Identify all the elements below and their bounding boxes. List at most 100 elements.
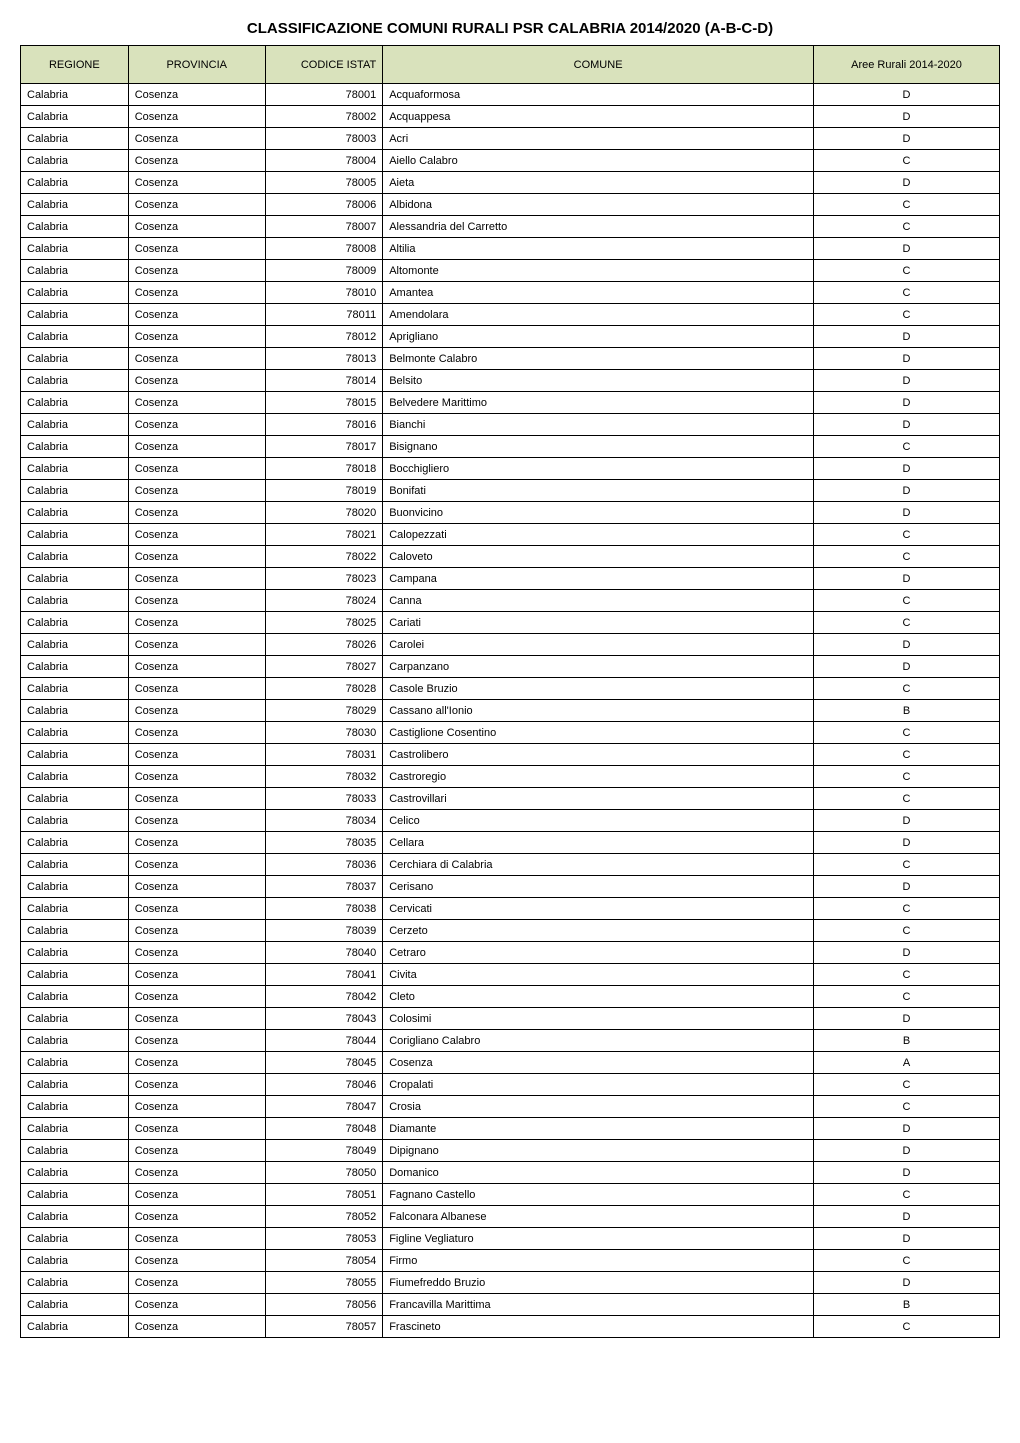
cell-regione: Calabria xyxy=(21,854,129,876)
table-row: CalabriaCosenza78057FrascinetoC xyxy=(21,1316,1000,1338)
cell-regione: Calabria xyxy=(21,260,129,282)
table-row: CalabriaCosenza78053Figline VegliaturoD xyxy=(21,1228,1000,1250)
cell-comune: Castrovillari xyxy=(383,788,814,810)
cell-regione: Calabria xyxy=(21,392,129,414)
cell-provincia: Cosenza xyxy=(128,876,265,898)
cell-codice: 78012 xyxy=(265,326,382,348)
table-row: CalabriaCosenza78013Belmonte CalabroD xyxy=(21,348,1000,370)
cell-codice: 78001 xyxy=(265,84,382,106)
cell-provincia: Cosenza xyxy=(128,612,265,634)
cell-provincia: Cosenza xyxy=(128,766,265,788)
cell-comune: Colosimi xyxy=(383,1008,814,1030)
cell-codice: 78026 xyxy=(265,634,382,656)
cell-comune: Altilia xyxy=(383,238,814,260)
cell-regione: Calabria xyxy=(21,326,129,348)
table-row: CalabriaCosenza78009AltomonteC xyxy=(21,260,1000,282)
table-row: CalabriaCosenza78043ColosimiD xyxy=(21,1008,1000,1030)
cell-aree: C xyxy=(813,788,999,810)
cell-codice: 78016 xyxy=(265,414,382,436)
cell-regione: Calabria xyxy=(21,84,129,106)
cell-comune: Amantea xyxy=(383,282,814,304)
table-row: CalabriaCosenza78046CropalatiC xyxy=(21,1074,1000,1096)
cell-provincia: Cosenza xyxy=(128,678,265,700)
cell-regione: Calabria xyxy=(21,414,129,436)
cell-aree: C xyxy=(813,964,999,986)
cell-provincia: Cosenza xyxy=(128,656,265,678)
table-row: CalabriaCosenza78008AltiliaD xyxy=(21,238,1000,260)
cell-regione: Calabria xyxy=(21,766,129,788)
cell-provincia: Cosenza xyxy=(128,810,265,832)
cell-regione: Calabria xyxy=(21,568,129,590)
cell-provincia: Cosenza xyxy=(128,260,265,282)
cell-provincia: Cosenza xyxy=(128,1162,265,1184)
cell-aree: D xyxy=(813,942,999,964)
cell-comune: Acquaformosa xyxy=(383,84,814,106)
cell-regione: Calabria xyxy=(21,546,129,568)
table-row: CalabriaCosenza78038CervicatiC xyxy=(21,898,1000,920)
cell-regione: Calabria xyxy=(21,1294,129,1316)
cell-regione: Calabria xyxy=(21,898,129,920)
cell-comune: Acquappesa xyxy=(383,106,814,128)
cell-comune: Casole Bruzio xyxy=(383,678,814,700)
cell-regione: Calabria xyxy=(21,1272,129,1294)
cell-provincia: Cosenza xyxy=(128,700,265,722)
cell-comune: Cetraro xyxy=(383,942,814,964)
cell-regione: Calabria xyxy=(21,348,129,370)
cell-comune: Bianchi xyxy=(383,414,814,436)
cell-codice: 78045 xyxy=(265,1052,382,1074)
table-row: CalabriaCosenza78024CannaC xyxy=(21,590,1000,612)
cell-provincia: Cosenza xyxy=(128,1052,265,1074)
table-row: CalabriaCosenza78007Alessandria del Carr… xyxy=(21,216,1000,238)
cell-aree: B xyxy=(813,1030,999,1052)
cell-codice: 78056 xyxy=(265,1294,382,1316)
cell-codice: 78022 xyxy=(265,546,382,568)
table-header-row: REGIONE PROVINCIA CODICE ISTAT COMUNE Ar… xyxy=(21,46,1000,84)
cell-comune: Aieta xyxy=(383,172,814,194)
table-row: CalabriaCosenza78030Castiglione Cosentin… xyxy=(21,722,1000,744)
cell-provincia: Cosenza xyxy=(128,832,265,854)
cell-aree: C xyxy=(813,1074,999,1096)
cell-codice: 78018 xyxy=(265,458,382,480)
cell-regione: Calabria xyxy=(21,172,129,194)
table-row: CalabriaCosenza78022CalovetoC xyxy=(21,546,1000,568)
cell-comune: Calopezzati xyxy=(383,524,814,546)
cell-regione: Calabria xyxy=(21,1008,129,1030)
table-row: CalabriaCosenza78031CastroliberoC xyxy=(21,744,1000,766)
cell-aree: C xyxy=(813,920,999,942)
cell-regione: Calabria xyxy=(21,1074,129,1096)
cell-comune: Corigliano Calabro xyxy=(383,1030,814,1052)
cell-regione: Calabria xyxy=(21,612,129,634)
cell-aree: D xyxy=(813,326,999,348)
cell-comune: Dipignano xyxy=(383,1140,814,1162)
cell-comune: Aiello Calabro xyxy=(383,150,814,172)
cell-provincia: Cosenza xyxy=(128,238,265,260)
table-row: CalabriaCosenza78011AmendolaraC xyxy=(21,304,1000,326)
cell-aree: C xyxy=(813,150,999,172)
cell-regione: Calabria xyxy=(21,964,129,986)
cell-aree: D xyxy=(813,832,999,854)
cell-provincia: Cosenza xyxy=(128,370,265,392)
cell-comune: Cellara xyxy=(383,832,814,854)
cell-codice: 78033 xyxy=(265,788,382,810)
table-row: CalabriaCosenza78027CarpanzanoD xyxy=(21,656,1000,678)
table-row: CalabriaCosenza78042CletoC xyxy=(21,986,1000,1008)
table-row: CalabriaCosenza78028Casole BruzioC xyxy=(21,678,1000,700)
cell-comune: Cervicati xyxy=(383,898,814,920)
cell-codice: 78039 xyxy=(265,920,382,942)
table-row: CalabriaCosenza78012ApriglianoD xyxy=(21,326,1000,348)
cell-codice: 78027 xyxy=(265,656,382,678)
cell-comune: Acri xyxy=(383,128,814,150)
cell-provincia: Cosenza xyxy=(128,150,265,172)
cell-comune: Belmonte Calabro xyxy=(383,348,814,370)
cell-codice: 78042 xyxy=(265,986,382,1008)
cell-provincia: Cosenza xyxy=(128,634,265,656)
cell-codice: 78043 xyxy=(265,1008,382,1030)
cell-provincia: Cosenza xyxy=(128,502,265,524)
cell-regione: Calabria xyxy=(21,150,129,172)
cell-regione: Calabria xyxy=(21,1118,129,1140)
cell-provincia: Cosenza xyxy=(128,480,265,502)
table-row: CalabriaCosenza78002AcquappesaD xyxy=(21,106,1000,128)
cell-comune: Campana xyxy=(383,568,814,590)
cell-aree: C xyxy=(813,590,999,612)
cell-comune: Cerisano xyxy=(383,876,814,898)
